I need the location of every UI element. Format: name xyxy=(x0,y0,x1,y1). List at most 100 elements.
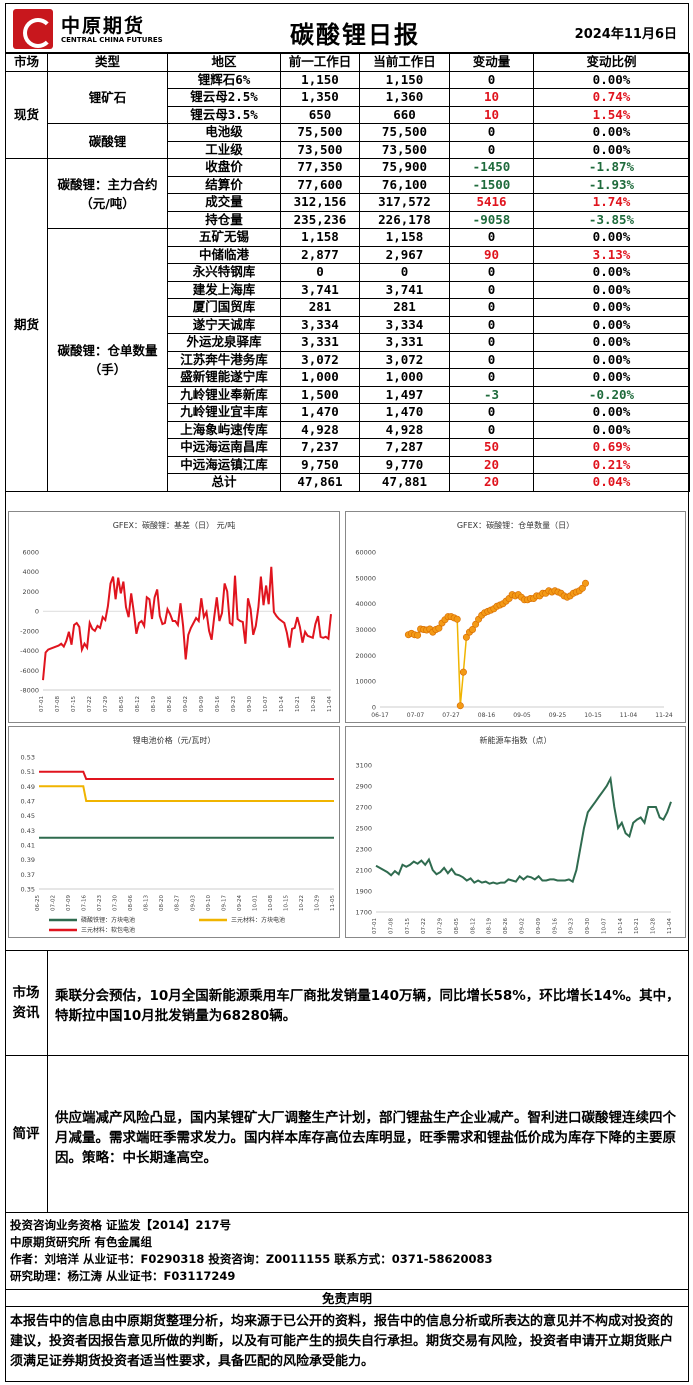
table-cell: 1.74% xyxy=(533,193,690,212)
y-tick-label: 2300 xyxy=(355,846,372,854)
table-cell: 建发上海库 xyxy=(167,280,281,299)
table-cell: 235,236 xyxy=(280,210,360,229)
y-tick-label: 60000 xyxy=(355,549,376,557)
nev-index-chart: 新能源车指数（点） 3100 2900 2700 2500 2300 2100 1900 170… xyxy=(345,726,686,938)
x-tick-label: 08-19 xyxy=(151,696,157,712)
table-cell: 9,770 xyxy=(359,455,450,474)
y-tick-label: 1900 xyxy=(355,888,372,896)
type-cell: 碳酸锂：主力合约（元/吨） xyxy=(47,158,168,229)
y-tick-label: 0.43 xyxy=(21,827,35,835)
report-title: 碳酸锂日报 xyxy=(290,21,420,49)
y-tick-label: 0.51 xyxy=(21,768,35,776)
x-tick-label: 10-15 xyxy=(283,895,289,911)
table-cell: 0.00% xyxy=(533,315,690,334)
table-cell: 5416 xyxy=(449,193,534,212)
x-tick-label: 07-15 xyxy=(405,918,411,934)
x-tick-label: 09-16 xyxy=(215,696,221,712)
table-cell: 3.13% xyxy=(533,245,690,264)
table-cell: 1,350 xyxy=(280,88,360,107)
type-cell: 碳酸锂 xyxy=(47,123,168,159)
x-tick-label: 06-25 xyxy=(35,895,41,911)
table-cell: 50 xyxy=(449,438,534,457)
y-tick-label: 20000 xyxy=(355,652,376,660)
x-tick-label: 11-24 xyxy=(655,712,673,719)
table-cell: 遂宁天诚库 xyxy=(167,315,281,334)
table-cell: 4,928 xyxy=(359,420,450,439)
table-cell: 中远海运南昌库 xyxy=(167,438,281,457)
table-cell: 3,334 xyxy=(280,315,360,334)
table-cell: 312,156 xyxy=(280,193,360,212)
table-cell: 0.00% xyxy=(533,333,690,352)
table-cell: 1,360 xyxy=(359,88,450,107)
footer-author: 作者：刘培洋 从业证书：F0290318 投资咨询：Z0011155 联系方式：… xyxy=(10,1252,493,1266)
table-header: 类型 xyxy=(47,53,168,72)
table-cell: 1,470 xyxy=(359,403,450,422)
table-cell: 0 xyxy=(449,333,534,352)
x-tick-label: 07-02 xyxy=(51,895,57,911)
x-tick-label: 08-20 xyxy=(159,895,165,911)
x-tick-label: 09-05 xyxy=(513,712,531,719)
x-tick-label: 09-09 xyxy=(536,918,542,934)
x-tick-label: 07-22 xyxy=(421,918,427,934)
x-tick-label: 09-16 xyxy=(552,918,558,934)
table-cell: 外运龙泉驿库 xyxy=(167,333,281,352)
table-cell: 20 xyxy=(449,473,534,492)
company-logo: 中原期货 CENTRAL CHINA FUTURES xyxy=(13,9,173,51)
x-tick-label: 10-14 xyxy=(618,918,624,934)
x-tick-label: 07-22 xyxy=(87,696,93,712)
x-tick-label: 07-16 xyxy=(82,895,88,911)
table-cell: 0 xyxy=(449,298,534,317)
x-tick-label: 10-07 xyxy=(263,696,269,712)
comment-text: 供应端减产风险凸显，国内某锂矿大厂调整生产计划，部门锂盐生产企业减产。智利进口碳… xyxy=(55,1110,676,1166)
table-cell: 0 xyxy=(449,420,534,439)
table-cell: 0.74% xyxy=(533,88,690,107)
table-cell: 7,237 xyxy=(280,438,360,457)
warrant-point xyxy=(435,624,443,632)
x-tick-label: 10-08 xyxy=(268,895,274,911)
x-tick-label: 07-29 xyxy=(438,918,444,934)
y-tick-label: 0.47 xyxy=(21,798,35,806)
table-cell: 0.00% xyxy=(533,403,690,422)
y-tick-label: -4000 xyxy=(20,647,39,655)
table-cell: 锂辉石6% xyxy=(167,70,281,89)
table-cell: 90 xyxy=(449,245,534,264)
table-cell: -3.85% xyxy=(533,210,690,229)
report-date: 2024年11月6日 xyxy=(574,27,677,42)
table-cell: 电池级 xyxy=(167,123,281,142)
table-cell: 0 xyxy=(449,263,534,282)
basis-chart: GFEX：碳酸锂：基差（日） 元/吨 6000 4000 2000 0 -2000 -400… xyxy=(8,511,340,723)
table-cell: 73,500 xyxy=(359,140,450,159)
table-cell: 10 xyxy=(449,88,534,107)
x-tick-label: 08-16 xyxy=(478,712,496,719)
table-cell: 47,861 xyxy=(280,473,360,492)
table-cell: 锂云母3.5% xyxy=(167,105,281,124)
x-tick-label: 08-19 xyxy=(487,918,493,934)
table-cell: 0 xyxy=(280,263,360,282)
y-tick-label: 2500 xyxy=(355,825,372,833)
table-cell: 0 xyxy=(449,315,534,334)
table-cell: 0.00% xyxy=(533,140,690,159)
market-info-label: 市场资讯 xyxy=(5,951,48,1055)
price-table: 市场 类型 地区 前一工作日 当前工作日 变动量 变动比例 现货 锂矿石 锂辉石6% 1,150 1,… xyxy=(5,53,690,492)
table-cell: 281 xyxy=(359,298,450,317)
x-tick-label: 09-09 xyxy=(199,696,205,712)
table-cell: 281 xyxy=(280,298,360,317)
table-cell: 9,750 xyxy=(280,455,360,474)
logo-mark-icon xyxy=(13,9,53,49)
table-cell: 76,100 xyxy=(359,175,450,194)
table-cell: 永兴特钢库 xyxy=(167,263,281,282)
table-cell: 0.00% xyxy=(533,350,690,369)
table-cell: 厦门国贸库 xyxy=(167,298,281,317)
legend-label: 磷酸铁锂：方块电池 xyxy=(81,916,135,924)
table-cell: 中远海运镇江库 xyxy=(167,455,281,474)
y-tick-label: 6000 xyxy=(22,549,39,557)
chart-title: 新能源车指数（点） xyxy=(479,736,552,745)
table-cell: 0 xyxy=(449,368,534,387)
table-cell: 结算价 xyxy=(167,175,281,194)
y-tick-label: 2700 xyxy=(355,804,372,812)
table-cell: 77,350 xyxy=(280,158,360,177)
table-cell: 0.04% xyxy=(533,473,690,492)
legend-label: 三元材料：方块电池 xyxy=(231,916,285,924)
table-cell: 0 xyxy=(449,350,534,369)
table-cell: 九岭锂业宜丰库 xyxy=(167,403,281,422)
